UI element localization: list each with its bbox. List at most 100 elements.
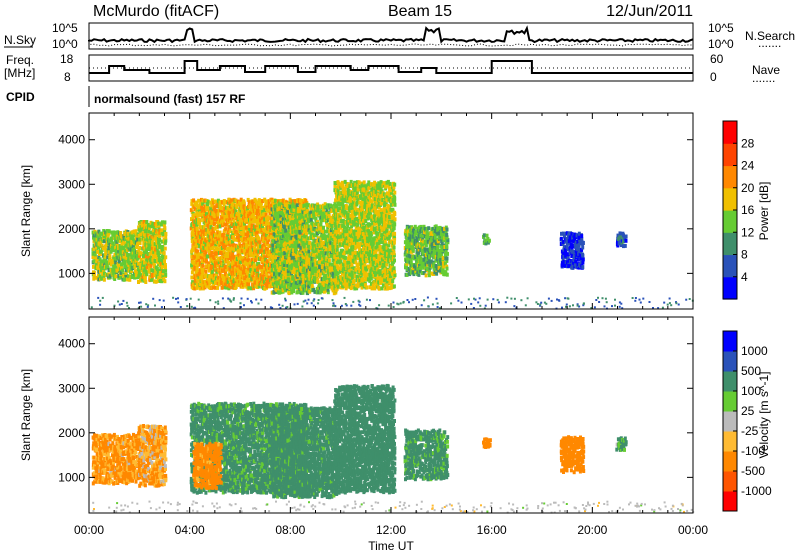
- data-cell: [229, 257, 233, 262]
- data-cell: [368, 259, 372, 264]
- data-cell: [160, 258, 164, 263]
- data-cell: [239, 221, 243, 226]
- data-cell: [330, 226, 334, 231]
- data-cell: [123, 277, 127, 282]
- data-cell: [107, 268, 111, 272]
- data-cell: [219, 237, 223, 242]
- data-cell: [204, 257, 208, 262]
- data-cell: [257, 243, 261, 248]
- data-cell: [208, 231, 212, 236]
- data-cell: [278, 247, 282, 252]
- data-cell: [364, 202, 368, 207]
- data-cell: [365, 252, 369, 257]
- data-cell: [228, 216, 232, 221]
- data-cell: [324, 205, 328, 210]
- data-cell: [296, 279, 300, 284]
- data-cell: [151, 253, 155, 258]
- data-cell: [296, 224, 300, 229]
- data-cell: [189, 226, 193, 231]
- data-cell: [294, 249, 298, 254]
- data-cell: [302, 276, 306, 281]
- data-cell: [312, 209, 315, 213]
- data-cell: [255, 211, 259, 216]
- nave-label: Nave: [752, 63, 780, 77]
- data-cell: [116, 238, 120, 243]
- data-cell: [325, 220, 328, 225]
- data-cell: [246, 225, 249, 230]
- data-cell: [329, 251, 333, 256]
- data-cell: [211, 246, 215, 250]
- data-cell: [138, 241, 142, 246]
- data-cell: [149, 220, 153, 225]
- data-cell: [127, 274, 131, 279]
- data-cell: [230, 271, 234, 276]
- data-cell: [305, 258, 309, 263]
- data-cell: [333, 261, 337, 266]
- data-cell: [320, 265, 324, 270]
- data-cell: [190, 263, 194, 268]
- data-cell: [315, 233, 319, 238]
- data-cell: [314, 216, 318, 221]
- data-cell: [274, 252, 278, 257]
- data-cell: [143, 267, 147, 272]
- data-cell: [314, 262, 318, 267]
- data-cell: [341, 209, 345, 214]
- data-cell: [364, 194, 368, 199]
- data-cell: [370, 217, 374, 222]
- data-cell: [263, 242, 267, 247]
- data-cell: [347, 235, 351, 240]
- cpid-label: CPID: [6, 90, 35, 104]
- data-cell: [361, 182, 365, 187]
- data-cell: [217, 260, 221, 264]
- data-cell: [216, 247, 220, 252]
- data-cell: [213, 205, 217, 210]
- data-cell: [312, 233, 316, 238]
- data-cell: [139, 232, 143, 237]
- data-cell: [211, 261, 215, 266]
- data-cell: [241, 226, 245, 231]
- data-cell: [311, 271, 315, 275]
- data-cell: [150, 224, 154, 229]
- data-cell: [227, 197, 231, 202]
- data-cell: [275, 216, 279, 221]
- data-cell: [113, 236, 117, 241]
- data-cell: [336, 271, 340, 276]
- data-cell: [286, 268, 290, 273]
- data-cell: [242, 200, 246, 205]
- data-cell: [312, 215, 316, 220]
- data-cell: [156, 230, 160, 235]
- data-cell: [277, 230, 281, 235]
- data-cell: [371, 225, 375, 230]
- data-cell: [307, 219, 311, 224]
- data-cell: [113, 252, 117, 257]
- data-cell: [234, 277, 238, 282]
- data-cell: [331, 271, 335, 276]
- data-cell: [135, 253, 139, 258]
- data-cell: [236, 273, 240, 278]
- data-cell: [335, 208, 339, 213]
- data-cell: [281, 280, 285, 285]
- data-cell: [125, 258, 128, 263]
- data-cell: [202, 228, 206, 233]
- data-cell: [212, 279, 216, 284]
- data-cell: [333, 184, 337, 188]
- data-cell: [302, 217, 306, 222]
- data-cell: [137, 261, 141, 266]
- data-cell: [220, 220, 223, 225]
- data-cell: [232, 243, 236, 248]
- data-cell: [328, 282, 332, 287]
- data-cell: [257, 249, 261, 254]
- data-cell: [145, 246, 149, 251]
- data-cell: [230, 285, 234, 290]
- data-cell: [335, 256, 339, 261]
- data-cell: [295, 212, 299, 217]
- data-cell: [217, 275, 221, 280]
- data-cell: [364, 219, 368, 223]
- data-cell: [338, 206, 342, 211]
- data-cell: [210, 243, 214, 248]
- data-cell: [281, 288, 285, 292]
- data-cell: [355, 200, 359, 205]
- data-cell: [314, 268, 317, 273]
- data-cell: [224, 244, 228, 249]
- data-cell: [236, 248, 240, 253]
